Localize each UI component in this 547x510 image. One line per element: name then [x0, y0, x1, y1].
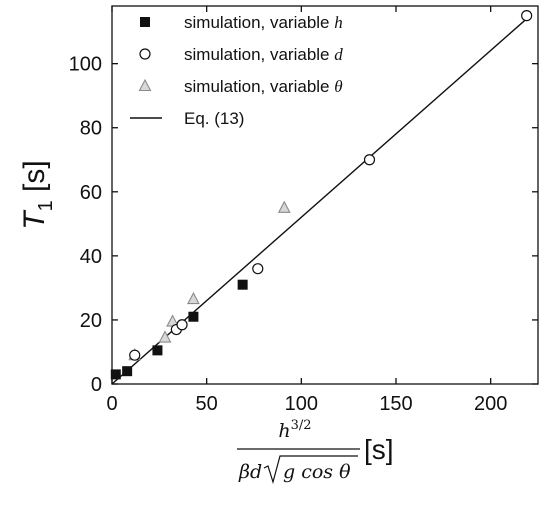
- y-tick-label: 100: [69, 54, 102, 76]
- data-point-open-circle: [363, 154, 376, 166]
- sqrt-sign: [263, 455, 358, 485]
- data-point-filled-square: [152, 345, 163, 356]
- legend-label: simulation, variable θ: [184, 77, 343, 96]
- legend-label: simulation, variable d: [184, 45, 343, 64]
- data-point-open-triangle: [187, 291, 200, 305]
- data-point-open-circle: [176, 319, 188, 331]
- data-point-open-circle: [521, 10, 533, 22]
- x-tick-label: 0: [106, 393, 117, 415]
- x-tick-label: 150: [379, 393, 412, 415]
- legend-label: Eq. (13): [184, 109, 244, 128]
- y-axis-label: T1 [s]: [18, 160, 57, 229]
- x-tick-label: 100: [285, 393, 318, 415]
- x-axis-label: h3/2 βd g cos θ [s]: [237, 418, 394, 485]
- legend-swatch-open-triangle: [138, 78, 152, 92]
- data-point-filled-square: [188, 311, 199, 322]
- data-point-open-circle: [252, 263, 264, 275]
- plot-frame: [111, 5, 539, 385]
- x-tick-label: 200: [474, 393, 507, 415]
- legend-swatch-open-circle: [139, 48, 151, 60]
- legend-swatch-filled-square: [140, 17, 150, 27]
- y-tick-label: 80: [80, 118, 102, 140]
- x-label-denominator: βd: [238, 461, 262, 483]
- x-label-numerator: h3/2: [278, 418, 311, 442]
- y-tick-label: 20: [80, 310, 102, 332]
- data-point-filled-square: [122, 366, 133, 377]
- data-point-open-triangle: [277, 200, 291, 213]
- x-label-radicand: g cos θ: [283, 461, 351, 483]
- data-point-filled-square: [237, 279, 248, 290]
- data-point-open-triangle: [158, 330, 172, 343]
- data-point-filled-square: [110, 369, 121, 380]
- y-tick-label: 0: [91, 374, 102, 396]
- legend: simulation, variable h simulation, variab…: [130, 13, 343, 128]
- x-tick-label: 50: [196, 393, 218, 415]
- y-tick-label: 60: [80, 182, 102, 204]
- x-axis-unit: [s]: [364, 434, 394, 465]
- y-tick-label: 40: [80, 246, 102, 268]
- legend-label: simulation, variable h: [184, 13, 343, 32]
- data-point-open-circle: [129, 349, 141, 361]
